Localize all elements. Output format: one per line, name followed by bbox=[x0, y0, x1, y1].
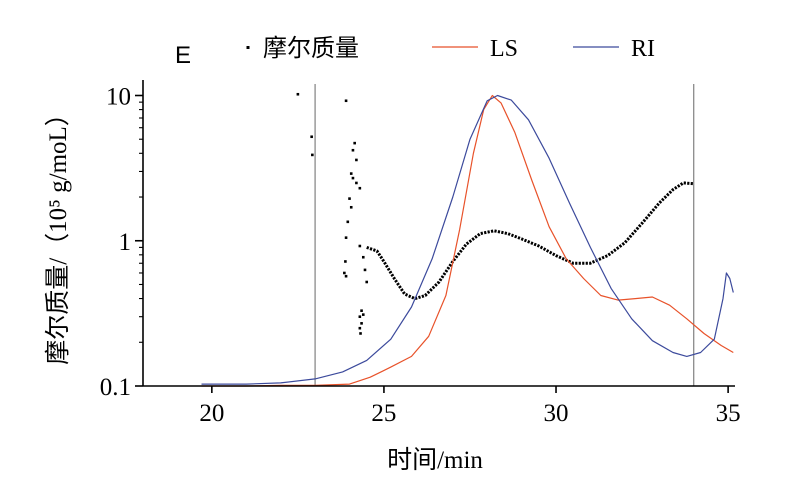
data-point bbox=[351, 176, 355, 180]
data-point bbox=[365, 280, 369, 284]
axes: 20 25 30 35 0.1 1 10 bbox=[100, 80, 741, 427]
data-point bbox=[310, 135, 313, 139]
x-tick-label: 20 bbox=[199, 400, 224, 427]
data-point bbox=[353, 141, 356, 145]
x-tick-label: 30 bbox=[544, 400, 569, 427]
data-point-trace bbox=[366, 181, 694, 301]
legend-label-3: RI bbox=[631, 36, 655, 62]
y-tick-label: 1 bbox=[119, 229, 132, 256]
x-tick-label: 25 bbox=[371, 400, 396, 427]
data-point bbox=[344, 260, 347, 263]
y-tick-label: 10 bbox=[106, 84, 131, 111]
series-line-2 bbox=[201, 94, 734, 387]
data-point bbox=[311, 153, 314, 157]
y-tick-label: 0.1 bbox=[100, 374, 131, 401]
data-point bbox=[358, 326, 362, 330]
x-tick-label: 35 bbox=[716, 400, 741, 427]
data-point bbox=[358, 244, 362, 248]
data-point bbox=[344, 274, 348, 278]
series-1 bbox=[296, 92, 694, 335]
data-point bbox=[361, 313, 365, 316]
data-point bbox=[355, 158, 358, 162]
data-point bbox=[348, 197, 351, 200]
data-point bbox=[296, 92, 300, 96]
data-point bbox=[344, 99, 348, 103]
data-point bbox=[343, 271, 346, 275]
data-point bbox=[363, 268, 367, 272]
plot-area bbox=[201, 84, 734, 387]
legend-label-2: LS bbox=[490, 36, 518, 62]
y-axis-label: 摩尔质量/（10⁵ g/moL） bbox=[44, 101, 72, 365]
legend-label-1: 摩尔质量 bbox=[263, 35, 359, 62]
data-point bbox=[358, 315, 362, 318]
data-point bbox=[346, 220, 350, 224]
data-point bbox=[351, 148, 355, 152]
series-2 bbox=[201, 94, 734, 387]
x-axis-label: 时间/min bbox=[387, 446, 483, 474]
data-point bbox=[359, 332, 362, 335]
data-point bbox=[349, 172, 353, 175]
series-line-3 bbox=[201, 94, 734, 385]
data-point bbox=[344, 236, 348, 239]
legend: 摩尔质量 LS RI bbox=[246, 35, 655, 62]
legend-swatch-1 bbox=[246, 46, 250, 49]
data-point bbox=[349, 205, 353, 209]
data-point bbox=[355, 181, 358, 185]
data-point bbox=[358, 186, 362, 190]
data-point bbox=[361, 255, 365, 259]
series-3 bbox=[201, 94, 734, 385]
data-point bbox=[360, 309, 363, 312]
panel-label: E bbox=[175, 42, 191, 69]
data-point bbox=[360, 322, 363, 325]
